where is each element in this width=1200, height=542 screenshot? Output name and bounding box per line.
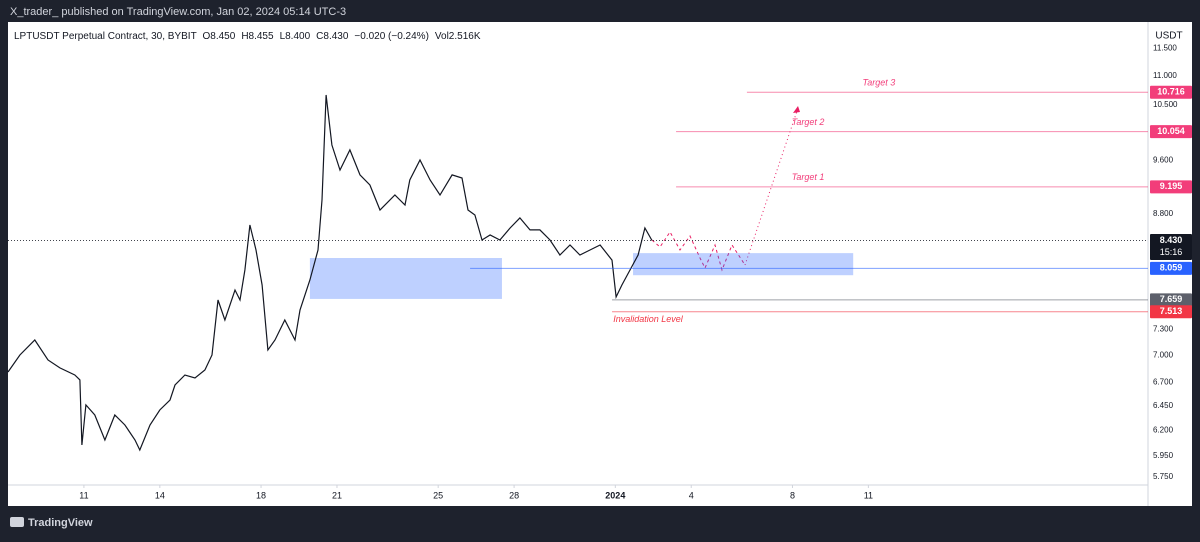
x-tick-label: 25 (433, 490, 443, 500)
price-badge-label: 8.430 (1160, 235, 1183, 245)
x-tick-label: 8 (790, 490, 795, 500)
legend: LPTUSDT Perpetual Contract, 30, BYBIT O8.… (14, 31, 481, 42)
y-tick-label: 5.750 (1153, 472, 1174, 481)
price-badge-label: 10.716 (1157, 87, 1185, 97)
x-tick-label: 4 (689, 490, 694, 500)
price-badge (1150, 305, 1192, 319)
x-tick-label: 2024 (605, 490, 625, 500)
price-countdown: 15:16 (1160, 247, 1183, 257)
y-tick-label: 8.800 (1153, 209, 1174, 218)
projection-path (651, 231, 746, 272)
price-badge (1150, 125, 1192, 139)
x-tick-label: 11 (864, 490, 873, 500)
price-badge-label: 7.513 (1160, 306, 1183, 316)
footer-brand: TradingView (28, 517, 93, 529)
price-badge (1150, 180, 1192, 194)
price-badge-label: 7.659 (1160, 294, 1183, 304)
currency: USDT (1155, 31, 1182, 42)
price-badge-label: 8.059 (1160, 263, 1183, 273)
price-badge (1150, 85, 1192, 99)
price-badge (1150, 261, 1192, 275)
y-tick-label: 7.300 (1153, 325, 1174, 334)
price-badge (1150, 293, 1192, 307)
level-name: Target 2 (792, 117, 825, 127)
y-tick-label: 6.200 (1153, 426, 1174, 435)
level-name: Target 3 (863, 78, 896, 88)
price-badge-label: 10.054 (1157, 126, 1185, 136)
y-tick-label: 9.600 (1153, 155, 1174, 164)
price-badge (1150, 234, 1192, 261)
y-tick-label: 6.700 (1153, 378, 1174, 387)
y-tick-label: 6.450 (1153, 401, 1174, 410)
legend-item: LPTUSDT Perpetual Contract, 30, BYBIT (14, 31, 197, 42)
legend-item: −0.020 (−0.24%) (354, 31, 429, 42)
legend-item: O8.450 (203, 31, 236, 42)
x-tick-label: 18 (256, 490, 266, 500)
price-badge-label: 9.195 (1160, 181, 1183, 191)
y-tick-label: 11.500 (1153, 44, 1177, 53)
legend-item: C8.430 (316, 31, 349, 42)
level-name: Target 1 (792, 172, 825, 182)
x-tick-label: 11 (79, 490, 88, 500)
chart-panel (8, 22, 1192, 506)
legend-item: Vol2.516K (435, 31, 481, 42)
level-name: Invalidation Level (613, 314, 684, 324)
zone (309, 258, 502, 299)
price-line (7, 94, 653, 452)
legend-item: L8.400 (280, 31, 311, 42)
y-tick-label: 11.000 (1153, 71, 1177, 80)
brand-logo (10, 517, 24, 527)
y-tick-label: 5.950 (1153, 451, 1174, 460)
x-tick-label: 28 (509, 490, 519, 500)
y-tick-label: 7.000 (1153, 351, 1174, 360)
zone (633, 253, 854, 276)
header-title: X_trader_ published on TradingView.com, … (10, 6, 346, 18)
x-tick-label: 21 (332, 490, 342, 500)
arrow-head (793, 106, 800, 113)
x-tick-label: 14 (155, 490, 165, 500)
legend-item: H8.455 (241, 31, 274, 42)
y-tick-label: 10.500 (1153, 100, 1178, 109)
